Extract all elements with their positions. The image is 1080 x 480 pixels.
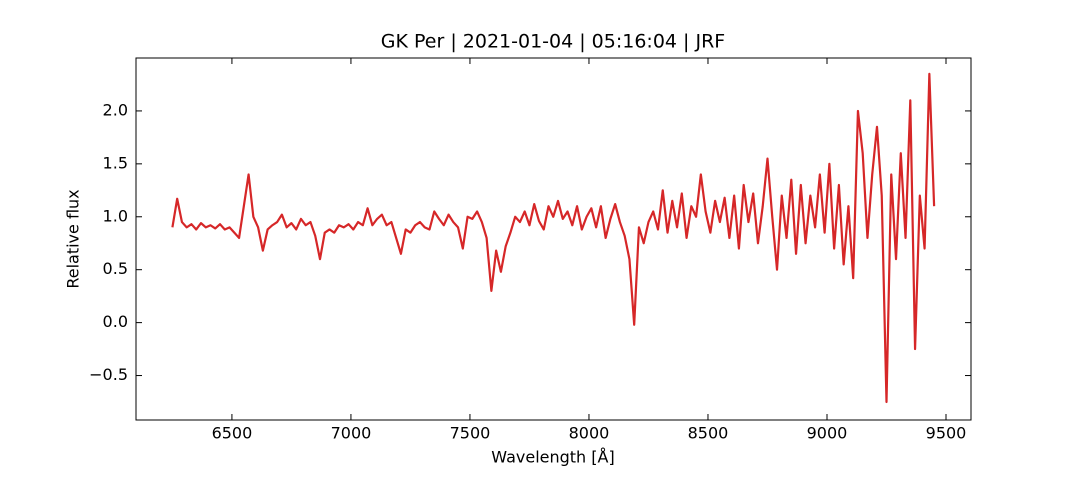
x-tick-label: 7500 — [450, 424, 491, 443]
y-tick-label: −0.5 — [89, 365, 128, 384]
x-tick-label: 8500 — [688, 424, 729, 443]
chart-title: GK Per | 2021-01-04 | 05:16:04 | JRF — [381, 31, 725, 53]
x-tick-label: 9500 — [926, 424, 967, 443]
y-tick-label: 0.5 — [103, 259, 128, 278]
plot-frame — [135, 57, 972, 421]
x-tick-label: 7000 — [331, 424, 372, 443]
y-axis-label: Relative flux — [64, 189, 83, 288]
y-tick-label: 1.5 — [103, 153, 128, 172]
x-tick-label: 8000 — [569, 424, 610, 443]
x-tick-label: 6500 — [212, 424, 253, 443]
spectrum-line — [171, 72, 936, 404]
y-tick-label: 0.0 — [103, 312, 128, 331]
y-tick-label: 2.0 — [103, 100, 128, 119]
x-axis-label: Wavelength [Å] — [491, 448, 614, 467]
y-tick-label: 1.0 — [103, 206, 128, 225]
x-tick-label: 9000 — [807, 424, 848, 443]
